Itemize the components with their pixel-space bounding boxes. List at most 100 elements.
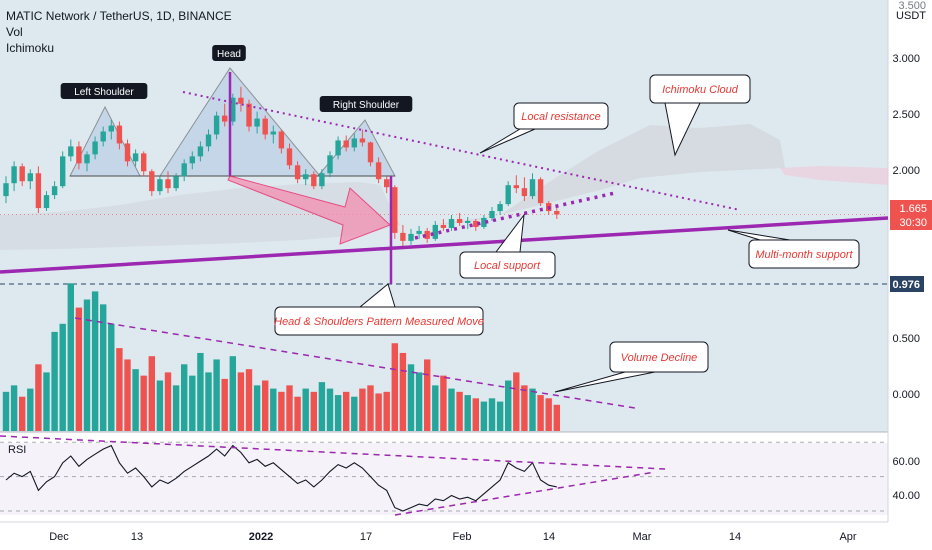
price-tick-label: 2.000: [892, 165, 920, 177]
volume-bar: [100, 304, 107, 431]
candle-body: [3, 183, 9, 197]
volume-bar: [351, 396, 358, 431]
rsi-tick-label: 60.00: [892, 456, 920, 468]
candles: [3, 86, 560, 247]
local-resistance-callout: Local resistance: [479, 102, 609, 154]
volume-bar: [75, 307, 83, 431]
candle-body: [51, 186, 58, 196]
candle-body: [270, 131, 276, 135]
candle-body: [116, 125, 123, 144]
volume-bar: [375, 393, 382, 431]
volume-bar: [278, 391, 285, 431]
volume-bar: [221, 378, 228, 431]
candle-body: [197, 146, 204, 157]
annotation-label: Right Shoulder: [333, 100, 400, 111]
x-tick-label: Apr: [839, 531, 856, 543]
candle-body: [311, 174, 317, 187]
annotation-label: Volume Decline: [621, 352, 698, 364]
volume-bar: [229, 356, 236, 431]
volume-bar: [286, 385, 293, 431]
volume-bar: [156, 380, 164, 431]
annotation-label: Local resistance: [521, 111, 601, 123]
volume-bar: [43, 372, 50, 431]
local-support-callout: Local support: [459, 213, 556, 279]
candle-body: [489, 211, 495, 218]
volume-bar: [545, 398, 552, 431]
candle-body: [440, 224, 447, 228]
volume-bar: [67, 283, 74, 431]
candle-body: [513, 185, 519, 189]
candle-body: [92, 141, 98, 155]
candle-body: [327, 155, 333, 174]
candle-body: [521, 188, 528, 197]
volume-bar: [148, 356, 155, 431]
x-tick-label: 2022: [249, 531, 273, 543]
candle-body: [262, 118, 268, 135]
countdown-label: 30:30: [899, 217, 927, 229]
volume-bar: [334, 395, 342, 431]
candle-body: [367, 142, 374, 163]
volume-bar: [294, 396, 301, 431]
candle-body: [537, 179, 544, 204]
local-support-line: [414, 191, 616, 240]
volume-tick-label: 0.000: [892, 389, 920, 401]
x-tick-label: Mar: [633, 531, 652, 543]
ichimoku-cloud-red: [780, 166, 888, 185]
volume-bar: [124, 359, 131, 431]
candle-body: [351, 138, 357, 148]
candle-body: [481, 217, 487, 227]
candle-body: [375, 162, 382, 180]
multi-month-support-line: [0, 216, 889, 274]
volume-bar: [521, 385, 528, 431]
candle-body: [416, 230, 422, 234]
annotation-label: Left Shoulder: [74, 87, 134, 98]
volume-bar: [472, 398, 479, 431]
chart-legend: MATIC Network / TetherUS, 1D, BINANCE Vo…: [6, 8, 232, 56]
candle-body: [149, 171, 155, 192]
volume-bars: [2, 283, 560, 431]
candle-body: [222, 115, 228, 122]
volume-bar: [505, 380, 512, 431]
volume-bar: [318, 382, 326, 431]
x-tick-label: 14: [729, 531, 741, 543]
candle-body: [497, 204, 503, 212]
candle-body: [213, 115, 220, 135]
x-tick-label: Dec: [49, 531, 69, 543]
volume-bar: [189, 375, 196, 431]
candle-body: [246, 103, 252, 127]
x-tick-label: 14: [543, 531, 555, 543]
x-tick-label: 17: [360, 531, 372, 543]
candle-body: [392, 187, 398, 233]
candle-body: [448, 218, 455, 228]
candle-body: [319, 173, 325, 187]
volume-bar: [132, 369, 139, 431]
candle-body: [424, 230, 430, 239]
volume-bar: [19, 396, 26, 431]
volume-bar: [553, 404, 560, 431]
rsi-label: RSI: [8, 444, 26, 456]
volume-bar: [424, 359, 431, 431]
volume-tick-label: 0.500: [892, 333, 920, 345]
volume-bar: [480, 401, 488, 431]
currency-label: USDT: [896, 10, 926, 22]
volume-bar: [488, 398, 496, 431]
volume-bar: [326, 388, 334, 431]
candle-body: [165, 179, 171, 189]
volume-bar: [383, 391, 390, 431]
volume-bar: [35, 364, 42, 431]
volume-bar: [108, 323, 115, 431]
volume-bar: [83, 299, 91, 431]
volume-bar: [343, 391, 350, 431]
volume-bar: [197, 352, 204, 431]
volume-bar: [172, 385, 180, 431]
volume-decline-callout: Volume Decline: [554, 341, 709, 393]
left-shoulder-badge: Left Shoulder: [60, 83, 148, 99]
ichimoku-cloud-callout: Ichimoku Cloud: [649, 74, 751, 157]
candle-body: [173, 176, 179, 189]
candle-body: [230, 97, 236, 122]
volume-bar: [205, 372, 212, 431]
candle-body: [254, 118, 260, 127]
candle-body: [19, 166, 25, 182]
candle-body: [303, 174, 309, 180]
annotation-label: Local support: [474, 260, 541, 272]
